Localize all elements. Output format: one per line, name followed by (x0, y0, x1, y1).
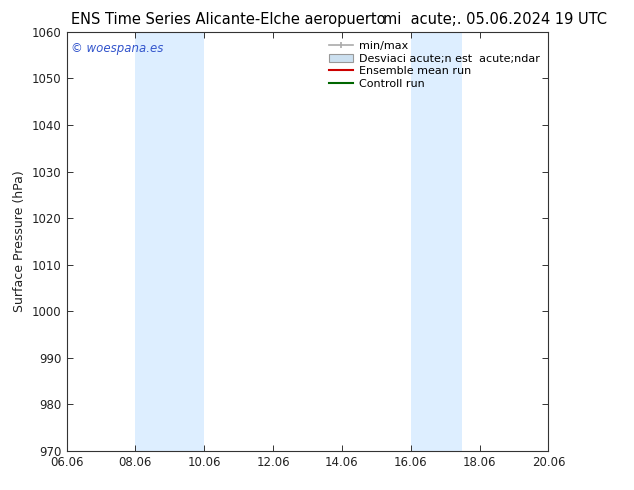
Text: mi  acute;. 05.06.2024 19 UTC: mi acute;. 05.06.2024 19 UTC (382, 12, 607, 27)
Bar (411, 32, 462, 451)
Bar (136, 32, 204, 451)
Text: © woespana.es: © woespana.es (72, 42, 164, 55)
Y-axis label: Surface Pressure (hPa): Surface Pressure (hPa) (13, 171, 27, 312)
Legend: min/max, Desviaci acute;n est  acute;ndar, Ensemble mean run, Controll run: min/max, Desviaci acute;n est acute;ndar… (325, 37, 543, 93)
Text: ENS Time Series Alicante-Elche aeropuerto: ENS Time Series Alicante-Elche aeropuert… (71, 12, 385, 27)
